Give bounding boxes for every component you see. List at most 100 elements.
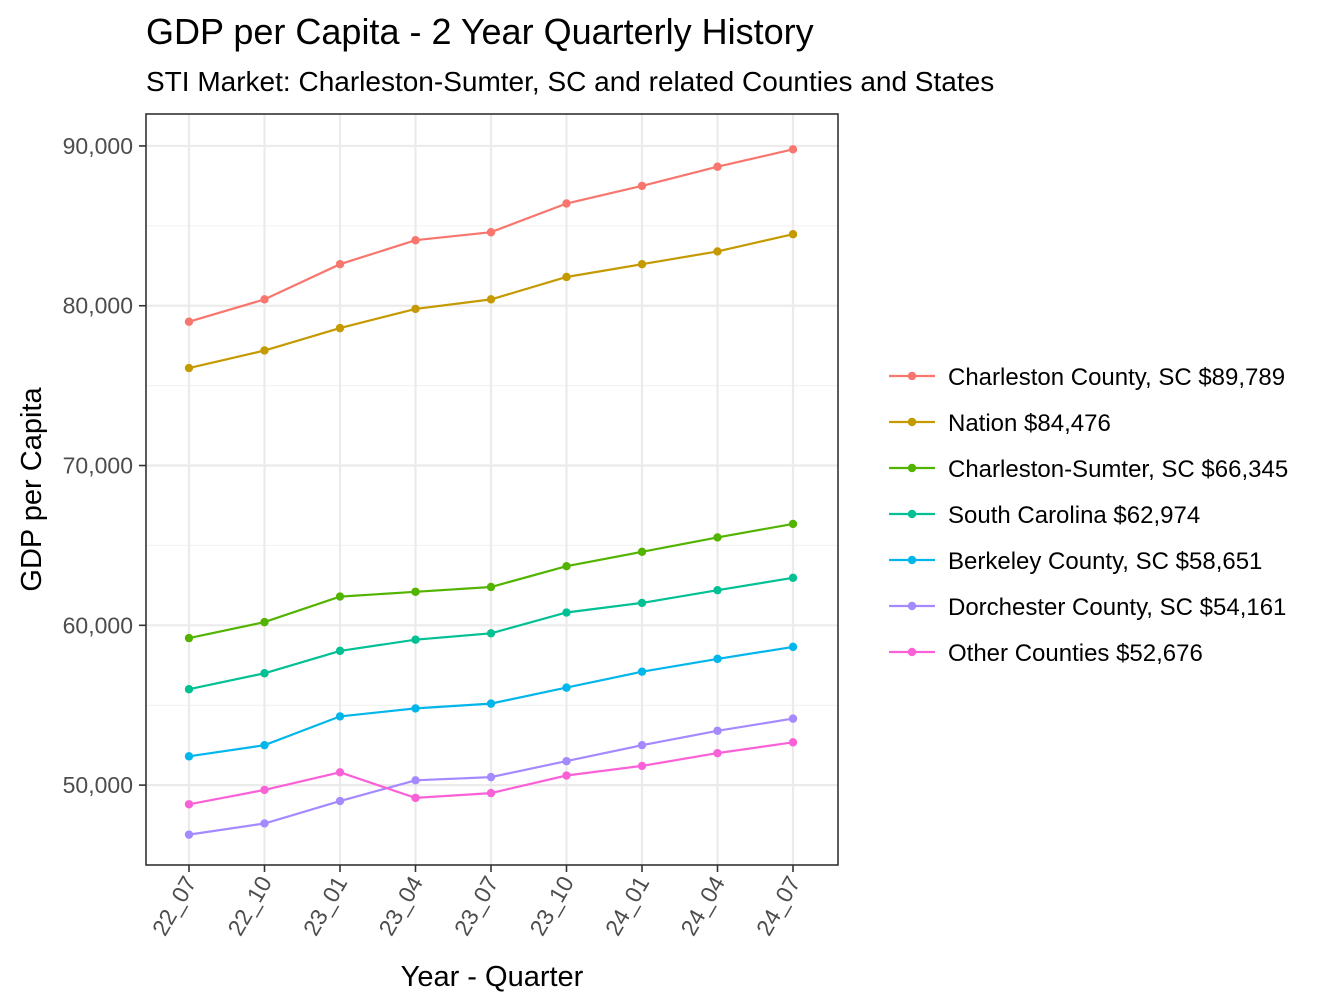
x-tick-label: 23_01 xyxy=(298,872,353,940)
data-point xyxy=(562,608,571,617)
data-point xyxy=(486,295,496,304)
legend-key-point xyxy=(907,417,917,427)
legend-item-0: Charleston County, SC $89,789 xyxy=(889,364,1285,391)
legend-key-point xyxy=(907,555,917,565)
legend-label: Berkeley County, SC $58,651 xyxy=(948,548,1262,575)
legend-key-point xyxy=(907,601,917,611)
data-point xyxy=(335,646,345,656)
legend-item-6: Other Counties $52,676 xyxy=(889,640,1203,667)
data-point xyxy=(713,533,722,542)
y-tick-label: 70,000 xyxy=(63,453,133,479)
data-point xyxy=(486,772,496,782)
data-point xyxy=(411,793,420,803)
data-point xyxy=(637,598,647,608)
y-tick-label: 80,000 xyxy=(63,293,133,319)
series-3 xyxy=(184,573,798,694)
series-1 xyxy=(184,230,798,373)
series-5 xyxy=(184,714,798,839)
legend-key-point xyxy=(907,371,917,381)
data-point xyxy=(637,547,647,557)
series-6 xyxy=(184,738,798,809)
data-point xyxy=(637,761,647,771)
legend: Charleston County, SC $89,789 Nation $84,… xyxy=(889,364,1288,667)
data-point xyxy=(184,317,194,326)
data-point xyxy=(260,346,269,355)
data-point xyxy=(184,830,194,839)
legend-key-point xyxy=(907,463,917,473)
data-point xyxy=(713,654,722,664)
y-tick-label: 50,000 xyxy=(63,772,133,798)
data-point xyxy=(713,247,722,256)
series-4 xyxy=(184,642,798,761)
legend-item-1: Nation $84,476 xyxy=(889,410,1111,437)
legend-key-point xyxy=(907,509,917,519)
legend-label: Other Counties $52,676 xyxy=(948,640,1203,667)
series-2 xyxy=(184,519,798,643)
data-point xyxy=(637,260,647,269)
data-point xyxy=(335,592,345,601)
chart-title: GDP per Capita - 2 Year Quarterly Histor… xyxy=(146,11,814,52)
x-tick-label: 23_07 xyxy=(449,872,504,940)
legend-label: Charleston-Sumter, SC $66,345 xyxy=(948,456,1288,483)
data-point xyxy=(335,768,345,777)
legend-item-3: South Carolina $62,974 xyxy=(889,502,1200,529)
data-point xyxy=(562,199,571,208)
data-point xyxy=(335,796,345,806)
data-point xyxy=(411,236,420,245)
data-point xyxy=(637,667,647,676)
data-point xyxy=(411,304,420,314)
data-point xyxy=(637,181,647,191)
data-point xyxy=(788,573,798,582)
data-point xyxy=(260,785,269,795)
legend-key-point xyxy=(907,647,917,657)
data-point xyxy=(411,776,420,785)
data-point xyxy=(562,771,571,780)
chart-subtitle: STI Market: Charleston-Sumter, SC and re… xyxy=(146,66,994,97)
legend-label: Charleston County, SC $89,789 xyxy=(948,364,1285,391)
data-point xyxy=(486,788,496,798)
data-point xyxy=(184,752,194,761)
data-point xyxy=(486,629,496,638)
legend-label: Dorchester County, SC $54,161 xyxy=(948,594,1286,621)
data-point xyxy=(411,704,420,713)
data-point xyxy=(486,228,496,237)
data-point xyxy=(486,582,496,592)
data-point xyxy=(713,162,722,171)
data-point xyxy=(788,519,798,529)
data-point xyxy=(788,738,798,747)
data-point xyxy=(335,712,345,721)
data-point xyxy=(562,683,571,692)
data-point xyxy=(562,756,571,766)
data-point xyxy=(335,260,345,269)
legend-item-4: Berkeley County, SC $58,651 xyxy=(889,548,1262,575)
legend-item-5: Dorchester County, SC $54,161 xyxy=(889,594,1286,621)
y-tick-label: 90,000 xyxy=(63,133,133,159)
data-point xyxy=(713,585,722,595)
data-point xyxy=(260,740,269,750)
data-point xyxy=(411,635,420,644)
x-tick-label: 24_01 xyxy=(600,872,655,940)
legend-label: South Carolina $62,974 xyxy=(948,502,1200,529)
data-point xyxy=(184,800,194,809)
series-0 xyxy=(184,145,798,326)
plot-border xyxy=(145,113,839,866)
data-point xyxy=(260,669,269,678)
data-point xyxy=(184,633,194,643)
data-point xyxy=(637,740,647,750)
x-tick-label: 24_07 xyxy=(751,872,806,940)
data-point xyxy=(562,561,571,571)
data-point xyxy=(486,699,496,708)
x-tick-label: 24_04 xyxy=(675,871,730,940)
data-point xyxy=(788,145,798,154)
data-point xyxy=(260,819,269,828)
data-point xyxy=(788,642,798,652)
legend-label: Nation $84,476 xyxy=(948,410,1111,437)
series-layer xyxy=(184,145,798,839)
x-tick-label: 23_10 xyxy=(524,872,579,940)
data-point xyxy=(788,230,798,239)
data-point xyxy=(713,748,722,758)
data-point xyxy=(260,295,269,304)
data-point xyxy=(562,272,571,282)
data-point xyxy=(335,323,345,333)
